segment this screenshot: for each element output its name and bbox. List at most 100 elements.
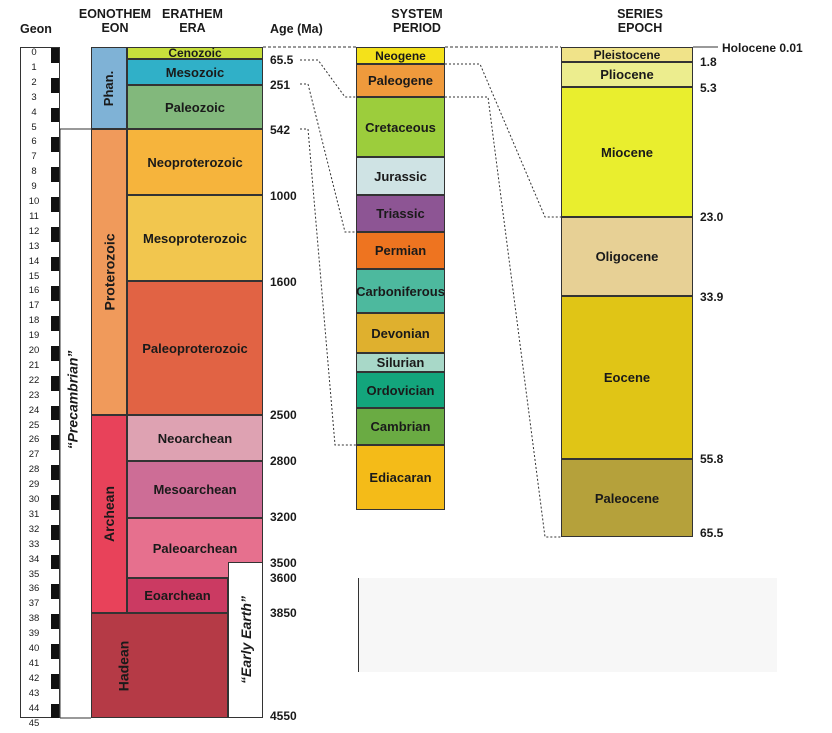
eon-label-hadean: Hadean bbox=[115, 640, 132, 691]
geon-label: 35 bbox=[28, 568, 40, 580]
geon-segment bbox=[51, 554, 59, 570]
epoch-age-33-9: 33.9 bbox=[700, 290, 724, 304]
eon-label-phanerozoic: Phan. bbox=[101, 70, 117, 106]
geon-segment bbox=[51, 673, 59, 689]
header-period-label: PERIOD bbox=[393, 21, 441, 35]
geon-label: 40 bbox=[28, 643, 40, 654]
period-cretaceous: Cretaceous bbox=[356, 97, 445, 157]
period-cambrian: Cambrian bbox=[356, 408, 445, 445]
geon-segment bbox=[51, 390, 59, 406]
era-age-251: 251 bbox=[270, 78, 291, 92]
period-ediacaran: Ediacaran bbox=[356, 445, 445, 510]
geon-label: 21 bbox=[28, 359, 40, 371]
era-neoarchean: Neoarchean bbox=[127, 415, 263, 461]
era-age-3850: 3850 bbox=[270, 606, 297, 620]
connector-542 bbox=[300, 128, 356, 446]
early-earth-text: “Early Earth” bbox=[237, 596, 254, 684]
era-mesoproterozoic: Mesoproterozoic bbox=[127, 195, 263, 281]
era-cenozoic: Cenozoic bbox=[127, 47, 263, 59]
geon-label: 14 bbox=[28, 255, 40, 267]
geon-segment bbox=[51, 718, 59, 733]
period-carboniferous: Carboniferous bbox=[356, 269, 445, 313]
connector-251 bbox=[300, 83, 356, 233]
epoch-age-1-8: 1.8 bbox=[700, 55, 717, 69]
geon-label: 34 bbox=[28, 553, 40, 565]
geon-label: 30 bbox=[28, 494, 40, 505]
geon-label: 2 bbox=[31, 76, 37, 88]
header-eon-label: EON bbox=[101, 21, 129, 35]
epoch-age-23-0: 23.0 bbox=[700, 210, 724, 224]
geon-segment bbox=[51, 658, 59, 674]
geon-segment bbox=[51, 539, 59, 555]
precambrian-text: “Precambrian” bbox=[64, 350, 81, 450]
geon-label: 15 bbox=[28, 270, 40, 282]
geon-segment bbox=[51, 256, 59, 272]
era-age-2800: 2800 bbox=[270, 454, 297, 468]
era-paleoproterozoic: Paleoproterozoic bbox=[127, 281, 263, 415]
geon-segment bbox=[51, 197, 59, 212]
geon-segment bbox=[51, 286, 59, 302]
geon-segment bbox=[51, 182, 59, 197]
header-erathem-label: ERATHEM bbox=[162, 7, 223, 21]
header-geon: Geon bbox=[20, 22, 52, 36]
eon-label-proterozoic: Proterozoic bbox=[101, 233, 118, 311]
era-age-3500: 3500 bbox=[270, 556, 297, 570]
geon-segment bbox=[51, 48, 59, 63]
geon-segment bbox=[51, 629, 59, 644]
period-jurassic: Jurassic bbox=[356, 157, 445, 195]
epoch-eocene: Eocene bbox=[561, 296, 693, 459]
geon-segment bbox=[51, 241, 59, 257]
geon-label: 5 bbox=[31, 121, 37, 133]
geon-segment bbox=[51, 420, 59, 436]
period-paleogene: Paleogene bbox=[356, 64, 445, 97]
era-age-3600: 3600 bbox=[270, 571, 297, 585]
eon-archean: Archean bbox=[91, 415, 127, 613]
header-era: ERATHEM ERA bbox=[160, 7, 225, 35]
geon-segment bbox=[51, 316, 59, 332]
era-paleozoic: Paleozoic bbox=[127, 85, 263, 129]
period-permian: Permian bbox=[356, 232, 445, 269]
header-age: Age (Ma) bbox=[270, 22, 323, 36]
geon-segment bbox=[51, 107, 59, 123]
geon-segment bbox=[51, 152, 59, 168]
geon-label: 10 bbox=[28, 196, 40, 207]
geon-label: 32 bbox=[28, 523, 40, 535]
geon-segment bbox=[51, 450, 59, 466]
geon-segment bbox=[51, 703, 59, 719]
geon-segment bbox=[51, 211, 59, 227]
geon-label: 44 bbox=[28, 702, 40, 714]
geon-label: 12 bbox=[28, 225, 40, 237]
era-neoproterozoic: Neoproterozoic bbox=[127, 129, 263, 195]
geon-label: 25 bbox=[28, 419, 40, 431]
geon-segment bbox=[51, 77, 59, 93]
geon-segment bbox=[51, 435, 59, 451]
empty-panel bbox=[358, 578, 777, 672]
geon-segment bbox=[51, 480, 59, 495]
era-age-542: 542 bbox=[270, 123, 291, 137]
geon-segment bbox=[51, 644, 59, 659]
header-eonothem-label: EONOTHEM bbox=[78, 7, 152, 21]
geon-segment bbox=[51, 584, 59, 600]
geon-segment bbox=[51, 271, 59, 287]
header-era-label: ERA bbox=[179, 21, 206, 35]
header-epoch-label: EPOCH bbox=[617, 21, 663, 35]
geon-label: 29 bbox=[28, 479, 40, 491]
geon-label: 36 bbox=[28, 583, 40, 595]
geon-label: 43 bbox=[28, 687, 40, 699]
geon-label: 9 bbox=[31, 181, 37, 193]
geon-segment bbox=[51, 167, 59, 183]
connector-paleogene-base bbox=[445, 96, 561, 538]
epoch-paleocene: Paleocene bbox=[561, 459, 693, 537]
era-age-2500: 2500 bbox=[270, 408, 297, 422]
epoch-pleistocene: Pleistocene bbox=[561, 47, 693, 62]
geon-label: 7 bbox=[31, 151, 37, 163]
geon-segment bbox=[51, 226, 59, 242]
eon-hadean: Hadean bbox=[91, 613, 228, 718]
geon-label: 45 bbox=[28, 717, 40, 729]
geon-segment bbox=[51, 375, 59, 391]
geon-label: 3 bbox=[31, 91, 37, 103]
era-age-4550: 4550 bbox=[270, 709, 297, 723]
epoch-age-65-5: 65.5 bbox=[700, 526, 724, 540]
header-system-label: SYSTEM bbox=[391, 7, 443, 21]
geon-label: 4 bbox=[31, 106, 37, 118]
